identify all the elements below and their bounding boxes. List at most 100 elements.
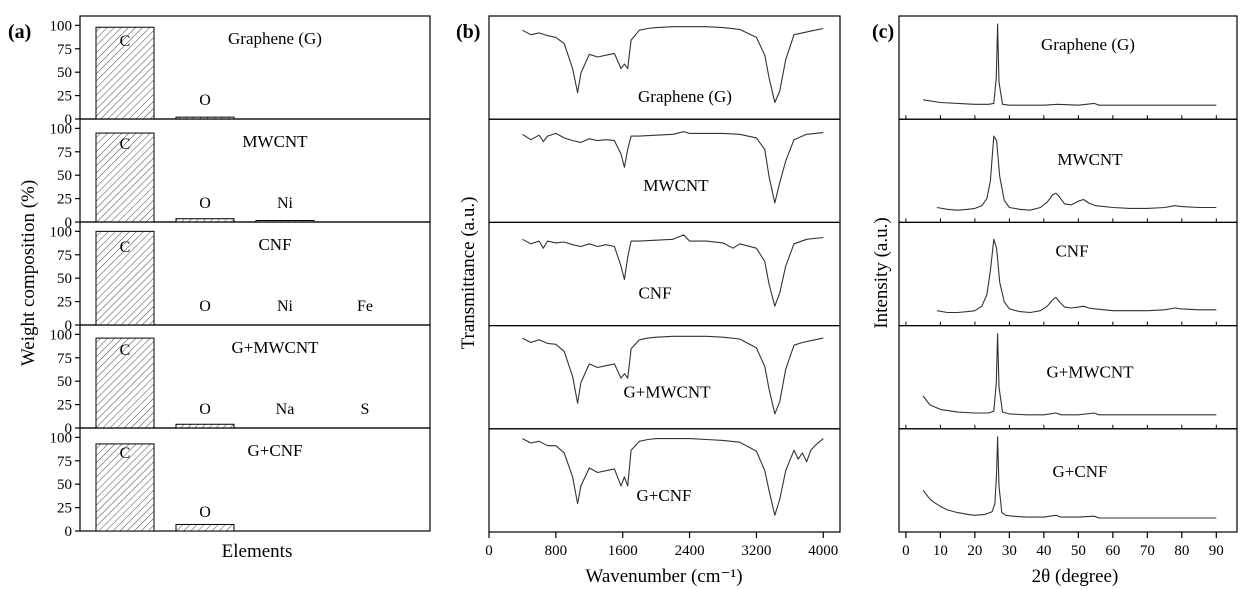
- xrd-panel: Intensity (a.u.) 2θ (degree) Graphene (G…: [871, 15, 1238, 587]
- eds-bar: [95, 132, 155, 223]
- eds-element-label: Ni: [277, 298, 294, 315]
- eds-element-label: Fe: [357, 298, 373, 315]
- ftir-x-tick-label: 800: [545, 543, 568, 559]
- xrd-subplot: G+MWCNT: [898, 325, 1238, 430]
- eds-element-label: O: [199, 401, 211, 418]
- eds-y-tick-label: 75: [57, 145, 72, 161]
- ftir-curve: [522, 26, 824, 104]
- eds-subplot-frame: [79, 427, 431, 532]
- xrd-curve: [923, 23, 1217, 106]
- eds-sample-label: Graphene (G): [228, 29, 322, 48]
- eds-y-tick-label: 50: [57, 374, 72, 390]
- ftir-subplot-frame: [488, 221, 841, 327]
- xrd-subplot: Graphene (G): [898, 15, 1238, 120]
- xrd-sample-label: G+CNF: [1053, 462, 1108, 481]
- eds-subplot: 0 25 50 75 100 C O G+CNF: [50, 427, 431, 540]
- ftir-sample-label: G+MWCNT: [623, 383, 711, 402]
- eds-y-tick-label: 0: [65, 421, 73, 437]
- eds-bar: [95, 337, 155, 429]
- xrd-sample-label: CNF: [1055, 241, 1088, 260]
- ftir-x-tick-label: 0: [485, 543, 493, 559]
- eds-subplot: 0 25 50 75 100 C O Ni MWCNT: [50, 118, 431, 231]
- ftir-sample-label: G+CNF: [637, 486, 692, 505]
- eds-y-tick-label: 25: [57, 192, 72, 208]
- eds-sample-label: G+MWCNT: [231, 338, 319, 357]
- eds-sample-label: CNF: [258, 235, 291, 254]
- eds-y-tick-label: 100: [50, 121, 73, 137]
- ftir-subplot: Graphene (G): [488, 15, 841, 120]
- eds-element-label: S: [361, 401, 370, 418]
- xrd-x-tick-label: 0: [902, 543, 910, 559]
- xrd-sample-label: Graphene (G): [1041, 35, 1135, 54]
- eds-y-tick-label: 100: [50, 18, 73, 34]
- eds-y-tick-label: 75: [57, 351, 72, 367]
- eds-element-label: C: [120, 33, 131, 50]
- xrd-curve: [936, 238, 1217, 314]
- eds-y-tick-label: 50: [57, 477, 72, 493]
- xrd-curve: [922, 333, 1217, 416]
- xrd-x-tick-label: 70: [1140, 543, 1155, 559]
- xrd-x-tick-label: 50: [1071, 543, 1086, 559]
- eds-bar: [95, 443, 155, 532]
- xrd-subplot: G+CNF: [898, 428, 1238, 533]
- xrd-x-tick-label: 90: [1209, 543, 1224, 559]
- xrd-x-axis-label: 2θ (degree): [1032, 566, 1119, 587]
- ftir-x-tick-label: 1600: [608, 543, 638, 559]
- xrd-x-tick-label: 60: [1105, 543, 1120, 559]
- eds-y-tick-label: 100: [50, 327, 73, 343]
- ftir-x-tick-label: 2400: [675, 543, 705, 559]
- ftir-curve: [522, 335, 824, 415]
- xrd-x-tick-label: 80: [1174, 543, 1189, 559]
- eds-y-tick-label: 0: [65, 112, 73, 128]
- eds-y-tick-label: 50: [57, 271, 72, 287]
- eds-y-tick-label: 75: [57, 248, 72, 264]
- eds-x-axis-label: Elements: [222, 541, 293, 562]
- eds-y-tick-label: 25: [57, 398, 72, 414]
- xrd-sample-label: G+MWCNT: [1046, 363, 1134, 382]
- eds-y-tick-label: 100: [50, 224, 73, 240]
- panel-label-a: (a): [8, 21, 31, 43]
- eds-y-axis-label: Weight composition (%): [18, 180, 39, 366]
- ftir-x-tick-label: 4000: [808, 543, 838, 559]
- xrd-curve: [936, 135, 1217, 211]
- xrd-sample-label: MWCNT: [1057, 150, 1123, 169]
- eds-element-label: O: [199, 504, 211, 521]
- eds-y-tick-label: 25: [57, 89, 72, 105]
- ftir-curve: [522, 438, 824, 516]
- xrd-x-tick-label: 20: [967, 543, 982, 559]
- eds-y-tick-label: 75: [57, 42, 72, 58]
- xrd-y-axis-label: Intensity (a.u.): [871, 217, 892, 328]
- eds-y-tick-label: 50: [57, 168, 72, 184]
- eds-y-tick-label: 0: [65, 524, 73, 540]
- ftir-curve: [522, 131, 824, 204]
- ftir-subplot: CNF: [488, 221, 841, 327]
- ftir-subplot: G+MWCNT: [488, 325, 841, 430]
- eds-element-label: C: [120, 342, 131, 359]
- eds-element-label: O: [199, 298, 211, 315]
- eds-y-tick-label: 25: [57, 295, 72, 311]
- ftir-subplot-frame: [488, 428, 841, 533]
- eds-element-label: Ni: [277, 195, 294, 212]
- eds-element-label: Na: [276, 401, 295, 418]
- eds-subplot: 0 25 50 75 100 C O Na S G+MWCNT: [50, 324, 431, 437]
- eds-subplot: 0 25 50 75 100 C O Graphene (G): [50, 15, 431, 128]
- eds-y-tick-label: 0: [65, 318, 73, 334]
- xrd-subplot: CNF: [898, 221, 1238, 327]
- eds-subplot: 0 25 50 75 100 C O Ni Fe CNF: [50, 221, 431, 334]
- eds-y-tick-label: 100: [50, 430, 73, 446]
- eds-y-tick-label: 75: [57, 454, 72, 470]
- eds-sample-label: MWCNT: [242, 132, 308, 151]
- ftir-subplot: G+CNF: [488, 428, 841, 533]
- xrd-x-tick-label: 40: [1036, 543, 1051, 559]
- eds-element-label: O: [199, 92, 211, 109]
- eds-y-tick-label: 50: [57, 65, 72, 81]
- xrd-subplot-frame: [898, 15, 1238, 120]
- eds-element-label: O: [199, 195, 211, 212]
- eds-y-tick-label: 25: [57, 501, 72, 517]
- xrd-subplot-frame: [898, 221, 1238, 327]
- eds-element-label: C: [120, 239, 131, 256]
- ftir-curve: [522, 234, 824, 307]
- eds-bar-panel: Weight composition (%) Elements 0 25 50 75 1…: [18, 15, 431, 562]
- eds-element-label: C: [120, 445, 131, 462]
